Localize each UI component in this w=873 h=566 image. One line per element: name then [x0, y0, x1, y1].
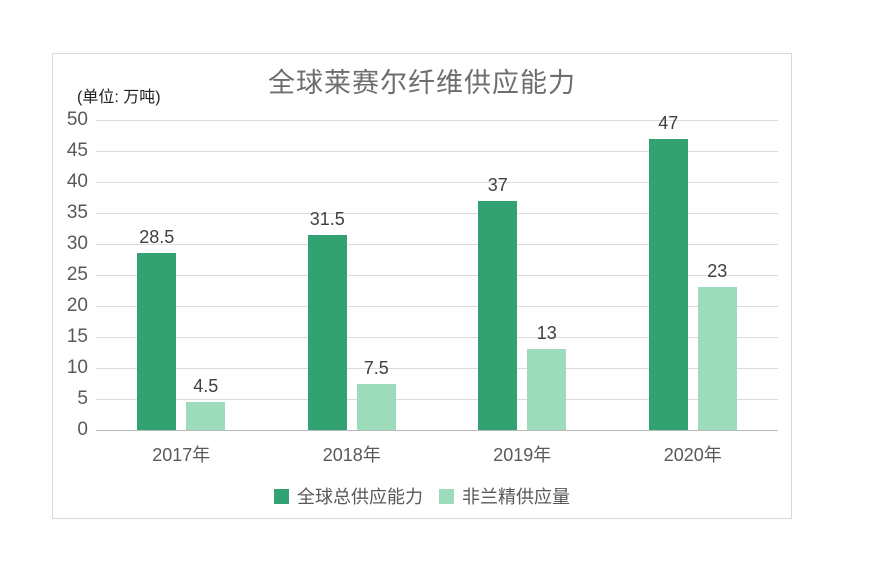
gridline — [96, 305, 778, 307]
gridline — [96, 243, 778, 245]
bar-value-label: 47 — [658, 112, 679, 133]
y-axis: 50 45 40 35 30 25 20 15 10 5 0 — [53, 109, 88, 440]
bar-group-2017年: 28.5 4.5 — [96, 120, 267, 430]
bar-value-label: 31.5 — [309, 208, 345, 229]
bar-非兰精供应量-2017年: 4.5 — [186, 376, 226, 430]
chart-title: 全球莱赛尔纤维供应能力 — [268, 68, 576, 98]
gridline — [96, 212, 778, 214]
bars-row: 28.5 4.5 31.5 7.5 37 13 47 23 — [96, 113, 779, 430]
legend-label: 非兰精供应量 — [462, 487, 570, 507]
legend-item-全球总供应能力: 全球总供应能力 — [274, 483, 423, 509]
y-tick-label: 0 — [77, 419, 88, 440]
y-tick-label: 5 — [77, 388, 88, 409]
x-tick-label: 2018年 — [322, 445, 381, 465]
gridline — [96, 274, 778, 276]
bar-value-label: 13 — [536, 323, 557, 344]
bar-group-2019年: 37 13 — [437, 120, 608, 430]
y-tick-label: 25 — [66, 264, 88, 285]
plot-area: 28.5 4.5 31.5 7.5 37 13 47 23 — [96, 113, 779, 431]
bar-value-label: 4.5 — [193, 376, 219, 397]
x-tick-label: 2020年 — [663, 445, 722, 465]
bar-value-label: 23 — [707, 261, 728, 282]
bar-value-label: 7.5 — [363, 357, 389, 378]
gridline — [96, 119, 778, 121]
y-tick-label: 15 — [66, 326, 88, 347]
x-tick-label: 2017年 — [152, 445, 211, 465]
bar-全球总供应能力-2019年: 37 — [478, 175, 518, 430]
y-tick-label: 30 — [66, 233, 88, 254]
bar-全球总供应能力-2018年: 31.5 — [307, 209, 347, 430]
bar-value-label: 37 — [487, 174, 508, 195]
unit-label: (单位: 万吨) — [77, 89, 161, 106]
y-tick-label: 50 — [66, 109, 88, 130]
bar-非兰精供应量-2020年: 23 — [697, 261, 737, 430]
chart-frame: 全球莱赛尔纤维供应能力 (单位: 万吨) 50 45 40 35 30 25 20 15 10 5… — [52, 53, 792, 519]
y-tick-label: 10 — [66, 357, 88, 378]
bar-非兰精供应量-2019年: 13 — [527, 323, 567, 430]
bar-group-2018年: 31.5 7.5 — [267, 120, 438, 430]
legend-swatch-icon — [439, 488, 454, 504]
x-tick-label: 2019年 — [493, 445, 552, 465]
gridline — [96, 150, 778, 152]
gridline — [96, 398, 778, 400]
x-axis: 2017年 2018年 2019年 2020年 — [96, 441, 778, 467]
legend-label: 全球总供应能力 — [297, 487, 423, 507]
legend-item-非兰精供应量: 非兰精供应量 — [439, 483, 570, 509]
y-tick-label: 35 — [66, 202, 88, 223]
bar-全球总供应能力-2017年: 28.5 — [137, 227, 177, 430]
y-tick-label: 40 — [66, 171, 88, 192]
gridline — [96, 181, 778, 183]
x-axis-line — [96, 429, 778, 431]
y-tick-label: 20 — [66, 295, 88, 316]
bar-非兰精供应量-2018年: 7.5 — [356, 358, 396, 430]
bar-value-label: 28.5 — [139, 227, 175, 248]
gridline — [96, 336, 778, 338]
bar-group-2020年: 47 23 — [608, 113, 779, 430]
legend: 全球总供应能力 非兰精供应量 — [53, 483, 791, 509]
y-tick-label: 45 — [66, 140, 88, 161]
bar-全球总供应能力-2020年: 47 — [648, 113, 688, 430]
gridline — [96, 367, 778, 369]
legend-swatch-icon — [274, 488, 289, 504]
